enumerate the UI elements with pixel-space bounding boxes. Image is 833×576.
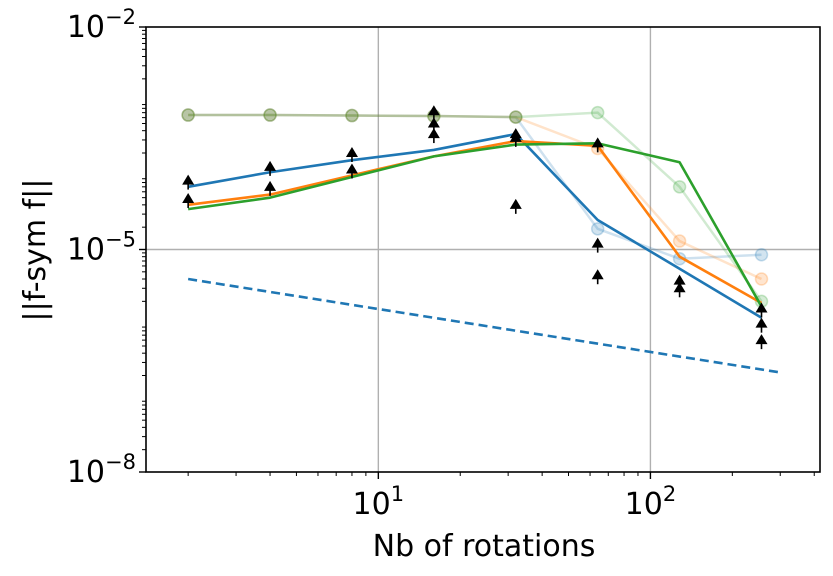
- y-ticks: 10−8 10−5 10−2: [67, 5, 146, 490]
- series-line-green: [187, 142, 763, 308]
- faded-point-orange: [345, 108, 359, 123]
- faded-point-blue: [754, 247, 769, 262]
- upper-bound-marker: [509, 131, 522, 142]
- faded-point-green: [181, 108, 195, 122]
- faded-point-blue: [181, 108, 195, 122]
- faded-point-green: [345, 108, 359, 123]
- series-line-blue: [187, 132, 763, 319]
- x-tick-label: 102: [625, 482, 677, 522]
- faded-line-green: [188, 111, 763, 303]
- upper-bound-marker: [427, 128, 440, 139]
- upper-bound-marker: [591, 237, 604, 248]
- upper-bound-marker: [345, 147, 358, 158]
- faded-point-green: [590, 105, 605, 120]
- y-tick-label: 10−8: [67, 450, 136, 490]
- series-layer: [187, 132, 763, 319]
- series-line-orange: [187, 139, 763, 305]
- faded-point-orange: [672, 234, 687, 248]
- x-tick-label: 101: [353, 482, 405, 522]
- upper-bound-marker: [182, 174, 195, 185]
- y-tick-label: 10−2: [67, 5, 136, 45]
- upper-bound-marker: [427, 105, 440, 116]
- upper-bound-marker: [591, 269, 604, 280]
- faded-point-orange: [509, 110, 523, 124]
- faded-point-orange: [754, 272, 769, 286]
- upper-bound-marker: [673, 274, 686, 285]
- x-ticks: 101 102: [187, 472, 815, 522]
- faded-line-orange: [188, 113, 763, 281]
- upper-bound-markers-layer: [182, 105, 768, 350]
- faded-point-orange: [181, 108, 195, 122]
- upper-bound-marker: [182, 192, 195, 203]
- faded-point-blue: [509, 110, 523, 124]
- upper-bound-marker: [264, 180, 277, 191]
- faded-series-layer: [181, 105, 769, 309]
- reference-dashed-line: [187, 277, 781, 374]
- faded-point-blue: [590, 222, 605, 236]
- upper-bound-marker: [427, 117, 440, 128]
- upper-bound-marker: [755, 317, 768, 328]
- x-axis-title: Nb of rotations: [373, 529, 596, 564]
- faded-point-blue: [263, 108, 277, 122]
- upper-bound-marker: [755, 334, 768, 345]
- upper-bound-marker: [755, 302, 768, 313]
- reference-line-layer: [187, 277, 781, 374]
- faded-line-blue: [188, 113, 762, 261]
- grid: [146, 27, 820, 472]
- y-axis-title: ||f-sym f||: [18, 179, 53, 322]
- upper-bound-marker: [591, 137, 604, 148]
- y-tick-label: 10−5: [67, 228, 136, 268]
- faded-point-blue: [345, 108, 359, 123]
- upper-bound-marker: [264, 160, 277, 171]
- upper-bound-marker: [345, 163, 358, 174]
- faded-point-green: [263, 108, 277, 122]
- faded-point-green: [672, 180, 687, 194]
- faded-point-orange: [263, 108, 277, 122]
- upper-bound-marker: [509, 198, 522, 209]
- faded-point-green: [509, 110, 523, 124]
